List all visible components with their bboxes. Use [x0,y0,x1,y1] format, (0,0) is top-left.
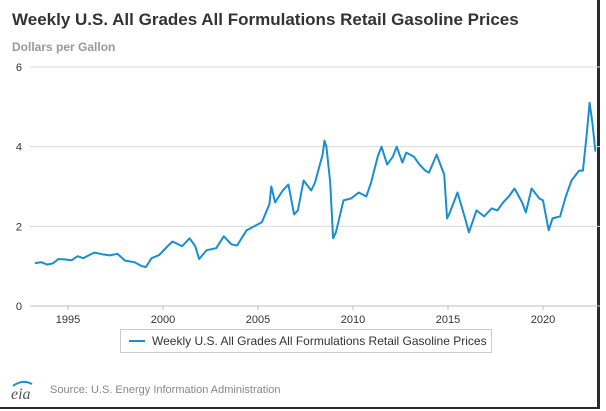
y-axis-unit-label: Dollars per Gallon [12,40,116,54]
chart-title: Weekly U.S. All Grades All Formulations … [12,10,519,29]
series-lines [34,101,597,268]
grid-lines [30,66,600,307]
x-tick-label: 2000 [151,314,175,326]
series-line-0 [34,101,597,268]
legend-item-label: Weekly U.S. All Grades All Formulations … [152,334,487,348]
y-tick-label: 2 [16,221,22,233]
x-tick-label: 2005 [246,314,270,326]
svg-text:eia: eia [11,386,31,402]
y-tick-label: 0 [16,301,22,313]
legend-swatch [129,340,145,342]
x-tick-label: 2010 [341,314,365,326]
y-tick-label: 4 [16,142,22,154]
x-tick-label: 2020 [531,314,555,326]
y-tick-label: 6 [16,62,22,74]
legend[interactable]: Weekly U.S. All Grades All Formulations … [120,329,492,353]
x-tick-label: 1995 [56,314,80,326]
line-chart-plot: 0 2 4 6 1995 2000 2005 2010 2015 2020 [16,62,600,326]
footer: eia Source: U.S. Energy Information Admi… [8,378,281,402]
source-note: Source: U.S. Energy Information Administ… [50,384,281,396]
y-tick-labels: 0 2 4 6 [16,62,22,313]
x-tick-labels: 1995 2000 2005 2010 2015 2020 [56,306,555,326]
eia-logo-icon: eia [11,380,33,402]
x-tick-label: 2015 [436,314,460,326]
